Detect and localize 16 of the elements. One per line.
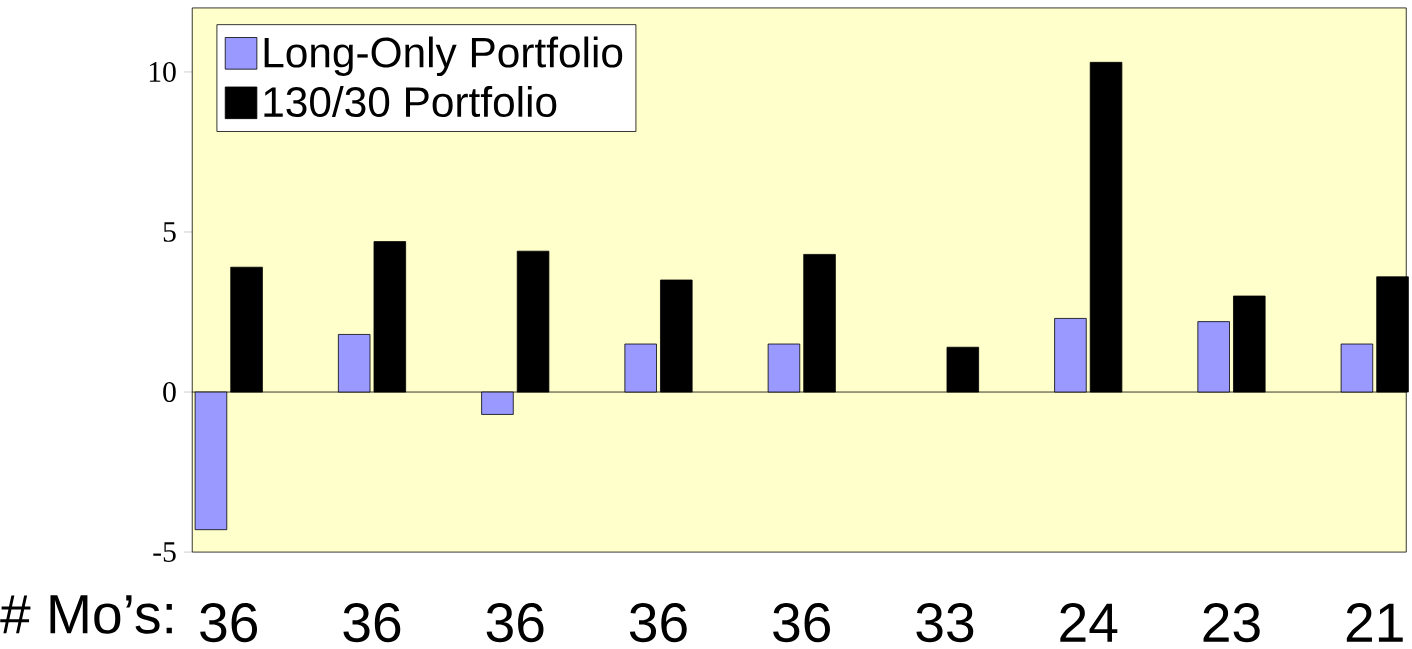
y-tick-label: 5	[163, 222, 176, 242]
y-tick-label: 0	[163, 382, 176, 403]
legend-label: 130/30 Portfolio	[264, 86, 557, 118]
legend-label: Long-Only Portfolio	[264, 36, 623, 77]
x-tick-label: 36	[486, 603, 544, 643]
x-tick-label: 33	[916, 603, 974, 643]
x-tick-label: 24	[1060, 603, 1118, 642]
y-tick-label: -5	[153, 542, 176, 563]
y-tick-label: 10	[149, 62, 176, 83]
x-tick-label: 36	[629, 603, 687, 643]
x-axis-title: # Mo’s:	[0, 595, 172, 634]
x-tick-label: 36	[773, 603, 830, 643]
x-tick-label: 36	[343, 603, 401, 643]
x-tick-label: 36	[200, 603, 258, 643]
x-tick-label: 21	[1346, 603, 1403, 642]
x-tick-label: 23	[1203, 603, 1260, 643]
